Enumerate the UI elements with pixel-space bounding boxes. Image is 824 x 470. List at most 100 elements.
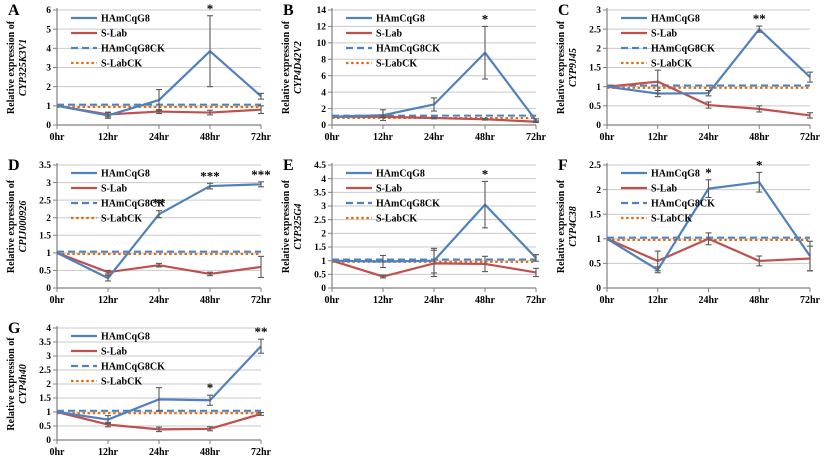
panel-letter-a: A bbox=[8, 2, 20, 19]
y-tick-label: 0.5 bbox=[589, 102, 601, 112]
y-tick-label: 3 bbox=[46, 352, 51, 362]
chart-cyp325g4: 0 0.5 1 1.5 2 2.5 3 3.5 4 4.5 0hr 12hr 24hr 48hr 72hr R… bbox=[275, 155, 550, 318]
legend-label: S-LabCK bbox=[376, 59, 417, 70]
legend-item-HAmCqG8: HAmCqG8 bbox=[71, 14, 150, 25]
legend-label: HAmCqG8 bbox=[376, 14, 425, 25]
legend-label: S-LabCK bbox=[651, 59, 692, 70]
legend-item-S-LabCK: S-LabCK bbox=[621, 214, 692, 225]
y-tick-label: 2.5 bbox=[589, 161, 601, 171]
y-tick-label: 0.5 bbox=[39, 267, 51, 277]
legend-label: HAmCqG8 bbox=[651, 169, 700, 180]
chart-svg: 0 2 4 6 8 10 12 14 0hr 12hr 24hr 48hr 72hr Relative e… bbox=[281, 6, 547, 143]
legend-label: HAmCqG8CK bbox=[376, 44, 440, 55]
y-tick-label: 2 bbox=[321, 230, 326, 240]
legend-item-S-LabCK: S-LabCK bbox=[346, 59, 417, 70]
y-tick-label: 2.5 bbox=[39, 366, 51, 376]
legend-item-HAmCqG8: HAmCqG8 bbox=[621, 169, 700, 180]
panel-e: E 0 0.5 1 1.5 2 2.5 3 3.5 4 4.5 0hr 12hr 24hr 48hr 72h… bbox=[275, 155, 550, 318]
panel-letter-c: C bbox=[558, 2, 570, 19]
error-bar bbox=[705, 179, 712, 199]
error-bar bbox=[431, 116, 437, 120]
y-tick-label: 5 bbox=[46, 25, 51, 35]
x-tick-label: 72hr bbox=[800, 295, 821, 306]
significance-marker: * bbox=[207, 380, 214, 395]
error-bar bbox=[156, 387, 162, 412]
y-axis-gene-name: CYP4D42V2 bbox=[293, 41, 304, 94]
error-bar bbox=[207, 182, 213, 190]
y-axis-gene-name: CYP4C38 bbox=[568, 206, 579, 247]
y-tick-label: 2 bbox=[46, 380, 51, 390]
error-bar bbox=[705, 89, 712, 97]
legend-item-S-Lab: S-Lab bbox=[71, 184, 128, 195]
x-tick-label: 24hr bbox=[699, 132, 720, 143]
y-tick-label: 1 bbox=[596, 83, 601, 93]
y-tick-label: 0.5 bbox=[39, 422, 51, 432]
legend-label: S-Lab bbox=[651, 29, 678, 40]
y-tick-label: 3 bbox=[596, 6, 601, 16]
error-bar bbox=[756, 25, 763, 33]
y-tick-label: 2.5 bbox=[314, 216, 326, 226]
y-tick-label: 4 bbox=[321, 175, 326, 185]
y-axis-title: Relative expression of bbox=[281, 179, 292, 273]
error-bar bbox=[207, 394, 213, 406]
y-tick-label: 1 bbox=[321, 257, 326, 267]
panel-letter-f: F bbox=[558, 157, 568, 174]
y-tick-label: 0 bbox=[596, 284, 601, 294]
legend-item-S-LabCK: S-LabCK bbox=[71, 214, 142, 225]
y-tick-label: 3 bbox=[321, 202, 326, 212]
panel-c: C 0 0.5 1 1.5 2 2.5 3 0hr 12hr 24hr 48hr 72hr Relati… bbox=[550, 0, 824, 155]
error-bar bbox=[258, 255, 264, 279]
x-tick-label: 0hr bbox=[325, 295, 341, 306]
error-bar bbox=[105, 274, 111, 282]
legend-item-HAmCqG8CK: HAmCqG8CK bbox=[346, 44, 440, 55]
error-bar bbox=[482, 117, 488, 121]
legend-label: HAmCqG8CK bbox=[651, 199, 715, 210]
x-tick-label: 24hr bbox=[699, 295, 720, 306]
x-tick-label: 12hr bbox=[648, 295, 669, 306]
legend-label: S-Lab bbox=[101, 184, 128, 195]
error-bar bbox=[482, 25, 488, 80]
y-tick-label: 0 bbox=[321, 284, 326, 294]
y-tick-label: 0 bbox=[46, 436, 51, 446]
legend-label: HAmCqG8 bbox=[101, 169, 150, 180]
error-bar bbox=[807, 71, 813, 83]
chart-cyp4d42v2: 0 2 4 6 8 10 12 14 0hr 12hr 24hr 48hr 72hr Relative e… bbox=[275, 0, 550, 155]
error-bar bbox=[156, 109, 162, 115]
error-bar bbox=[756, 171, 763, 193]
y-axis-title: Relative expression of bbox=[6, 20, 17, 114]
legend-label: HAmCqG8CK bbox=[376, 199, 440, 210]
x-tick-label: 0hr bbox=[325, 132, 341, 143]
x-tick-label: 24hr bbox=[149, 447, 170, 458]
x-tick-label: 48hr bbox=[200, 132, 221, 143]
x-tick-label: 72hr bbox=[526, 295, 547, 306]
y-tick-label: 1 bbox=[46, 102, 51, 112]
y-axis-title: Relative expression of bbox=[556, 20, 567, 114]
error-bar bbox=[482, 180, 488, 229]
y-tick-label: 2 bbox=[596, 45, 601, 55]
significance-marker: ** bbox=[753, 11, 766, 26]
error-bar bbox=[533, 120, 539, 124]
error-bar bbox=[105, 111, 111, 118]
y-tick-label: 4 bbox=[46, 324, 51, 334]
x-tick-label: 0hr bbox=[50, 447, 66, 458]
legend-label: HAmCqG8 bbox=[376, 169, 425, 180]
y-tick-label: 4.5 bbox=[314, 161, 326, 171]
y-tick-label: 2 bbox=[596, 186, 601, 196]
error-bar bbox=[482, 255, 488, 273]
error-bar bbox=[258, 105, 264, 115]
legend-label: S-Lab bbox=[376, 184, 403, 195]
x-tick-label: 48hr bbox=[749, 132, 770, 143]
y-tick-label: 3 bbox=[46, 179, 51, 189]
chart-svg: 0 0.5 1 1.5 2 2.5 0hr 12hr 24hr 48hr 72hr Relative … bbox=[556, 157, 821, 306]
error-bar bbox=[431, 97, 437, 112]
legend-label: S-LabCK bbox=[651, 214, 692, 225]
x-tick-label: 24hr bbox=[424, 132, 445, 143]
y-axis-gene-name: CPIJ000926 bbox=[18, 201, 29, 253]
error-bar bbox=[654, 250, 661, 272]
x-tick-label: 24hr bbox=[424, 295, 445, 306]
y-axis-gene-name: CYP325K3V1 bbox=[18, 39, 29, 96]
y-axis-title: Relative expression of bbox=[556, 179, 567, 273]
legend-item-S-Lab: S-Lab bbox=[71, 347, 128, 358]
error-bar bbox=[207, 109, 213, 116]
